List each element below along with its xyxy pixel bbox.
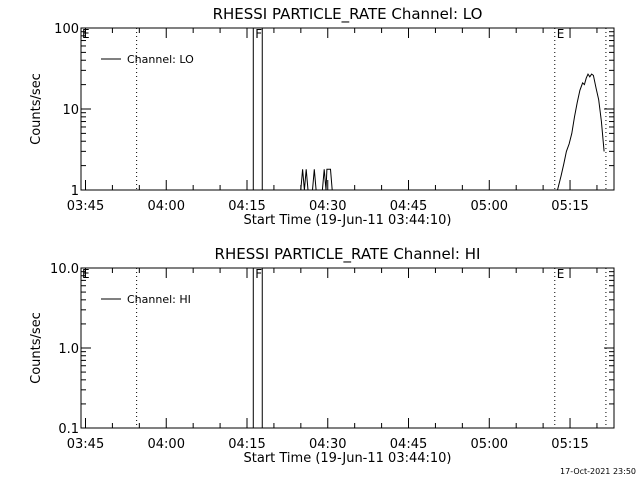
event-marker-label: F [255, 27, 262, 41]
y-tick-label: 10 [62, 103, 79, 118]
x-tick-label: 04:15 [228, 199, 265, 214]
chart-title: RHESSI PARTICLE_RATE Channel: HI [215, 245, 481, 264]
chart-title: RHESSI PARTICLE_RATE Channel: LO [213, 5, 483, 24]
y-tick-label: 100 [54, 22, 79, 37]
y-axis-label: Counts/sec [29, 312, 44, 384]
x-tick-label: 03:45 [67, 437, 104, 452]
y-tick-label: 1.0 [58, 342, 79, 357]
legend-label: Channel: LO [127, 53, 194, 66]
event-marker-label: E [557, 267, 565, 281]
x-tick-label: 05:00 [471, 437, 508, 452]
series-line [557, 73, 605, 191]
corner-label: E [82, 27, 90, 41]
series-line [300, 168, 337, 191]
x-tick-label: 03:45 [67, 199, 104, 214]
x-tick-label: 05:15 [551, 199, 588, 214]
event-marker-label: E [557, 27, 565, 41]
x-tick-label: 04:30 [309, 199, 346, 214]
x-tick-label: 04:00 [148, 199, 185, 214]
x-tick-label: 04:45 [390, 437, 427, 452]
chart-panel-1: RHESSI PARTICLE_RATE Channel: LO 1 10 100 03… [29, 5, 615, 228]
y-tick-label: 1 [71, 184, 79, 199]
footer-timestamp: 17-Oct-2021 23:50 [560, 467, 636, 476]
corner-label: E [82, 267, 90, 281]
x-tick-label: 04:30 [309, 437, 346, 452]
chart-panel-2: RHESSI PARTICLE_RATE Channel: HI 0.1 1.0 10… [29, 245, 615, 466]
y-tick-label: 10.0 [50, 262, 79, 277]
x-tick-label: 05:00 [471, 199, 508, 214]
x-axis-label: Start Time (19-Jun-11 03:44:10) [244, 451, 452, 466]
event-marker-label: F [255, 267, 262, 281]
x-axis-label: Start Time (19-Jun-11 03:44:10) [244, 213, 452, 228]
plot-frame [80, 267, 615, 429]
x-tick-label: 04:45 [390, 199, 427, 214]
y-tick-label: 0.1 [58, 422, 79, 437]
y-axis-label: Counts/sec [29, 73, 44, 145]
x-tick-label: 04:15 [228, 437, 265, 452]
legend-label: Channel: HI [127, 293, 191, 306]
x-tick-label: 05:15 [551, 437, 588, 452]
x-tick-label: 04:00 [148, 437, 185, 452]
